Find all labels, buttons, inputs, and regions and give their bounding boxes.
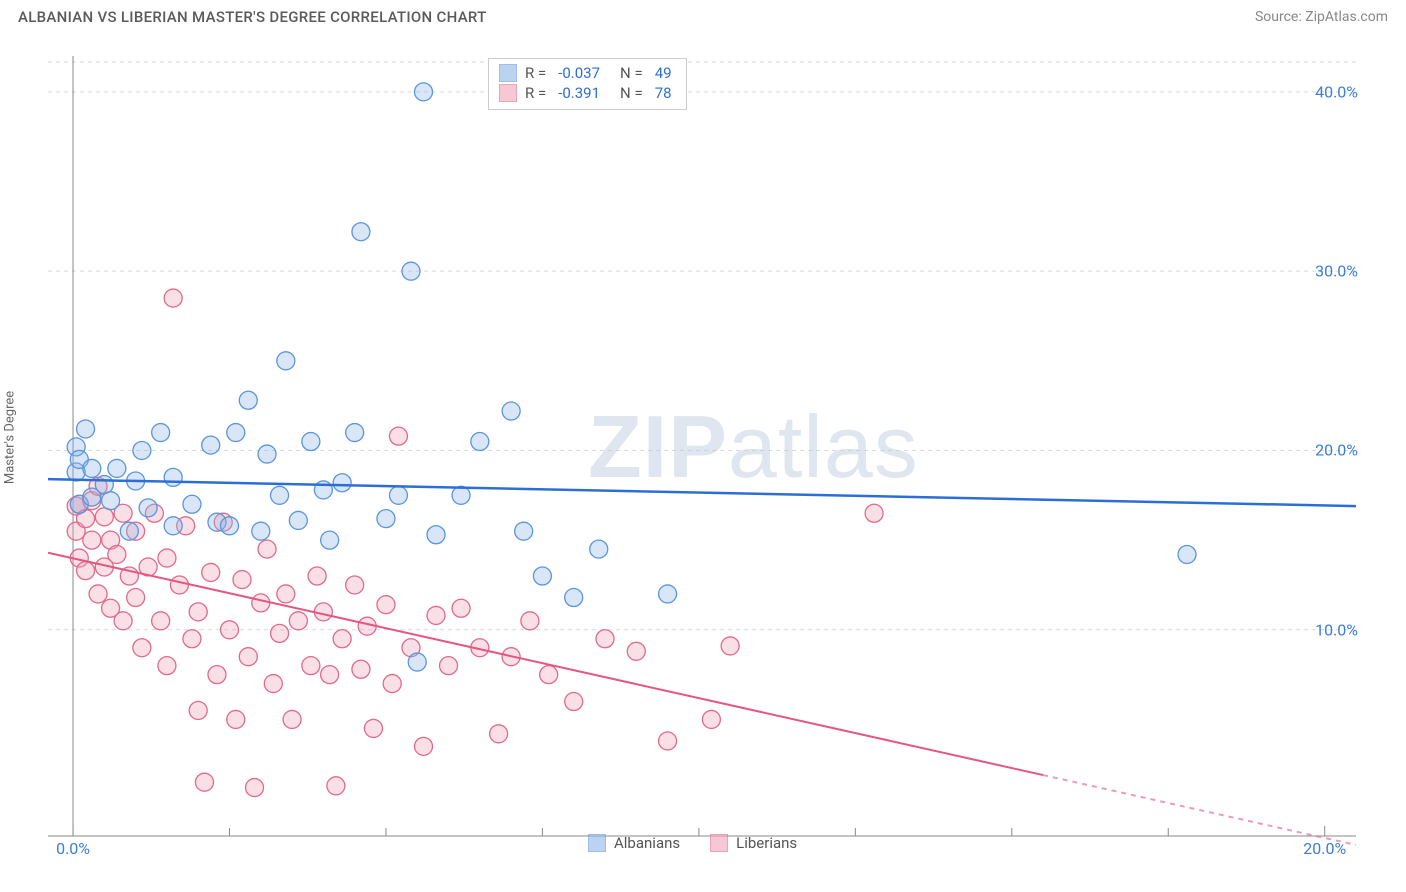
- y-axis-label: Master's Degree: [3, 391, 18, 484]
- y-tick-label: 20.0%: [1315, 441, 1358, 460]
- x-tick-label: 0.0%: [56, 839, 90, 858]
- legend-swatch: [499, 64, 517, 82]
- legend-swatch: [499, 84, 517, 102]
- legend-item: Albanians: [588, 834, 680, 852]
- stat-r-value: -0.037: [554, 63, 604, 83]
- x-tick-label: 20.0%: [1303, 839, 1346, 858]
- stat-n-value: 49: [651, 63, 676, 83]
- y-tick-label: 30.0%: [1315, 262, 1358, 281]
- legend-label: Albanians: [614, 834, 680, 852]
- stats-legend: R = -0.037 N = 49 R = -0.391 N = 78: [488, 58, 687, 110]
- legend-item: Liberians: [710, 834, 797, 852]
- y-tick-label: 10.0%: [1315, 620, 1358, 639]
- y-tick-label: 40.0%: [1315, 82, 1358, 101]
- stat-n-value: 78: [651, 83, 676, 103]
- legend-label: Liberians: [736, 834, 797, 852]
- chart-title: ALBANIAN VS LIBERIAN MASTER'S DEGREE COR…: [18, 8, 487, 26]
- chart-area: ZIPatlas R =-0.037N =49R =-0.391N =78 Al…: [48, 56, 1388, 856]
- series-legend: Albanians Liberians: [588, 834, 797, 852]
- stat-r-label: R =: [525, 63, 546, 83]
- legend-swatch: [588, 834, 606, 852]
- legend-swatch: [710, 834, 728, 852]
- stats-legend-row: R = -0.037 N = 49: [499, 63, 676, 83]
- stat-r-value: -0.391: [554, 83, 604, 103]
- stat-n-label: N =: [620, 83, 643, 103]
- stats-legend-row: R = -0.391 N = 78: [499, 83, 676, 103]
- stat-n-label: N =: [620, 63, 643, 83]
- stat-r-label: R =: [525, 83, 546, 103]
- scatter-chart-svg: [48, 56, 1388, 856]
- source-attribution: Source: ZipAtlas.com: [1255, 9, 1388, 25]
